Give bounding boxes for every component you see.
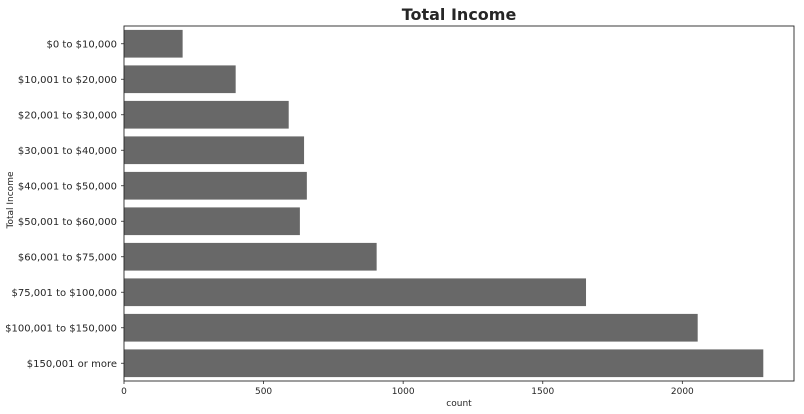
bar [124, 65, 236, 94]
category-label: $75,001 to $100,000 [12, 288, 117, 299]
category-label: $0 to $10,000 [47, 39, 117, 50]
bar [124, 242, 377, 271]
x-tick-label: 2000 [671, 387, 694, 397]
chart-title: Total Income [402, 5, 517, 24]
bars-group [124, 29, 764, 378]
x-axis-label: count [446, 399, 472, 409]
category-label: $150,001 or more [27, 359, 117, 370]
category-label: $20,001 to $30,000 [18, 110, 117, 121]
bar [124, 278, 587, 307]
category-label: $30,001 to $40,000 [18, 146, 117, 157]
bar [124, 313, 698, 342]
x-tick-label: 500 [255, 387, 272, 397]
category-labels-group: $0 to $10,000 $10,001 to $20,000 $20,001 t… [5, 39, 124, 370]
y-axis-label: Total Income [6, 171, 16, 229]
category-label: $10,001 to $20,000 [18, 75, 117, 86]
plot-frame [123, 25, 795, 382]
x-ticks-group: 0 500 1000 1500 2000 [121, 381, 694, 397]
bar [124, 100, 289, 129]
category-label: $100,001 to $150,000 [5, 323, 117, 334]
category-label: $60,001 to $75,000 [18, 252, 117, 263]
bar [124, 136, 305, 165]
bar [124, 171, 307, 200]
category-label: $40,001 to $50,000 [18, 181, 117, 192]
x-tick-label: 0 [121, 387, 127, 397]
bar [124, 207, 300, 236]
bar [124, 349, 764, 378]
category-label: $50,001 to $60,000 [18, 217, 117, 228]
bar [124, 29, 183, 58]
x-tick-label: 1500 [531, 387, 554, 397]
x-tick-label: 1000 [392, 387, 415, 397]
